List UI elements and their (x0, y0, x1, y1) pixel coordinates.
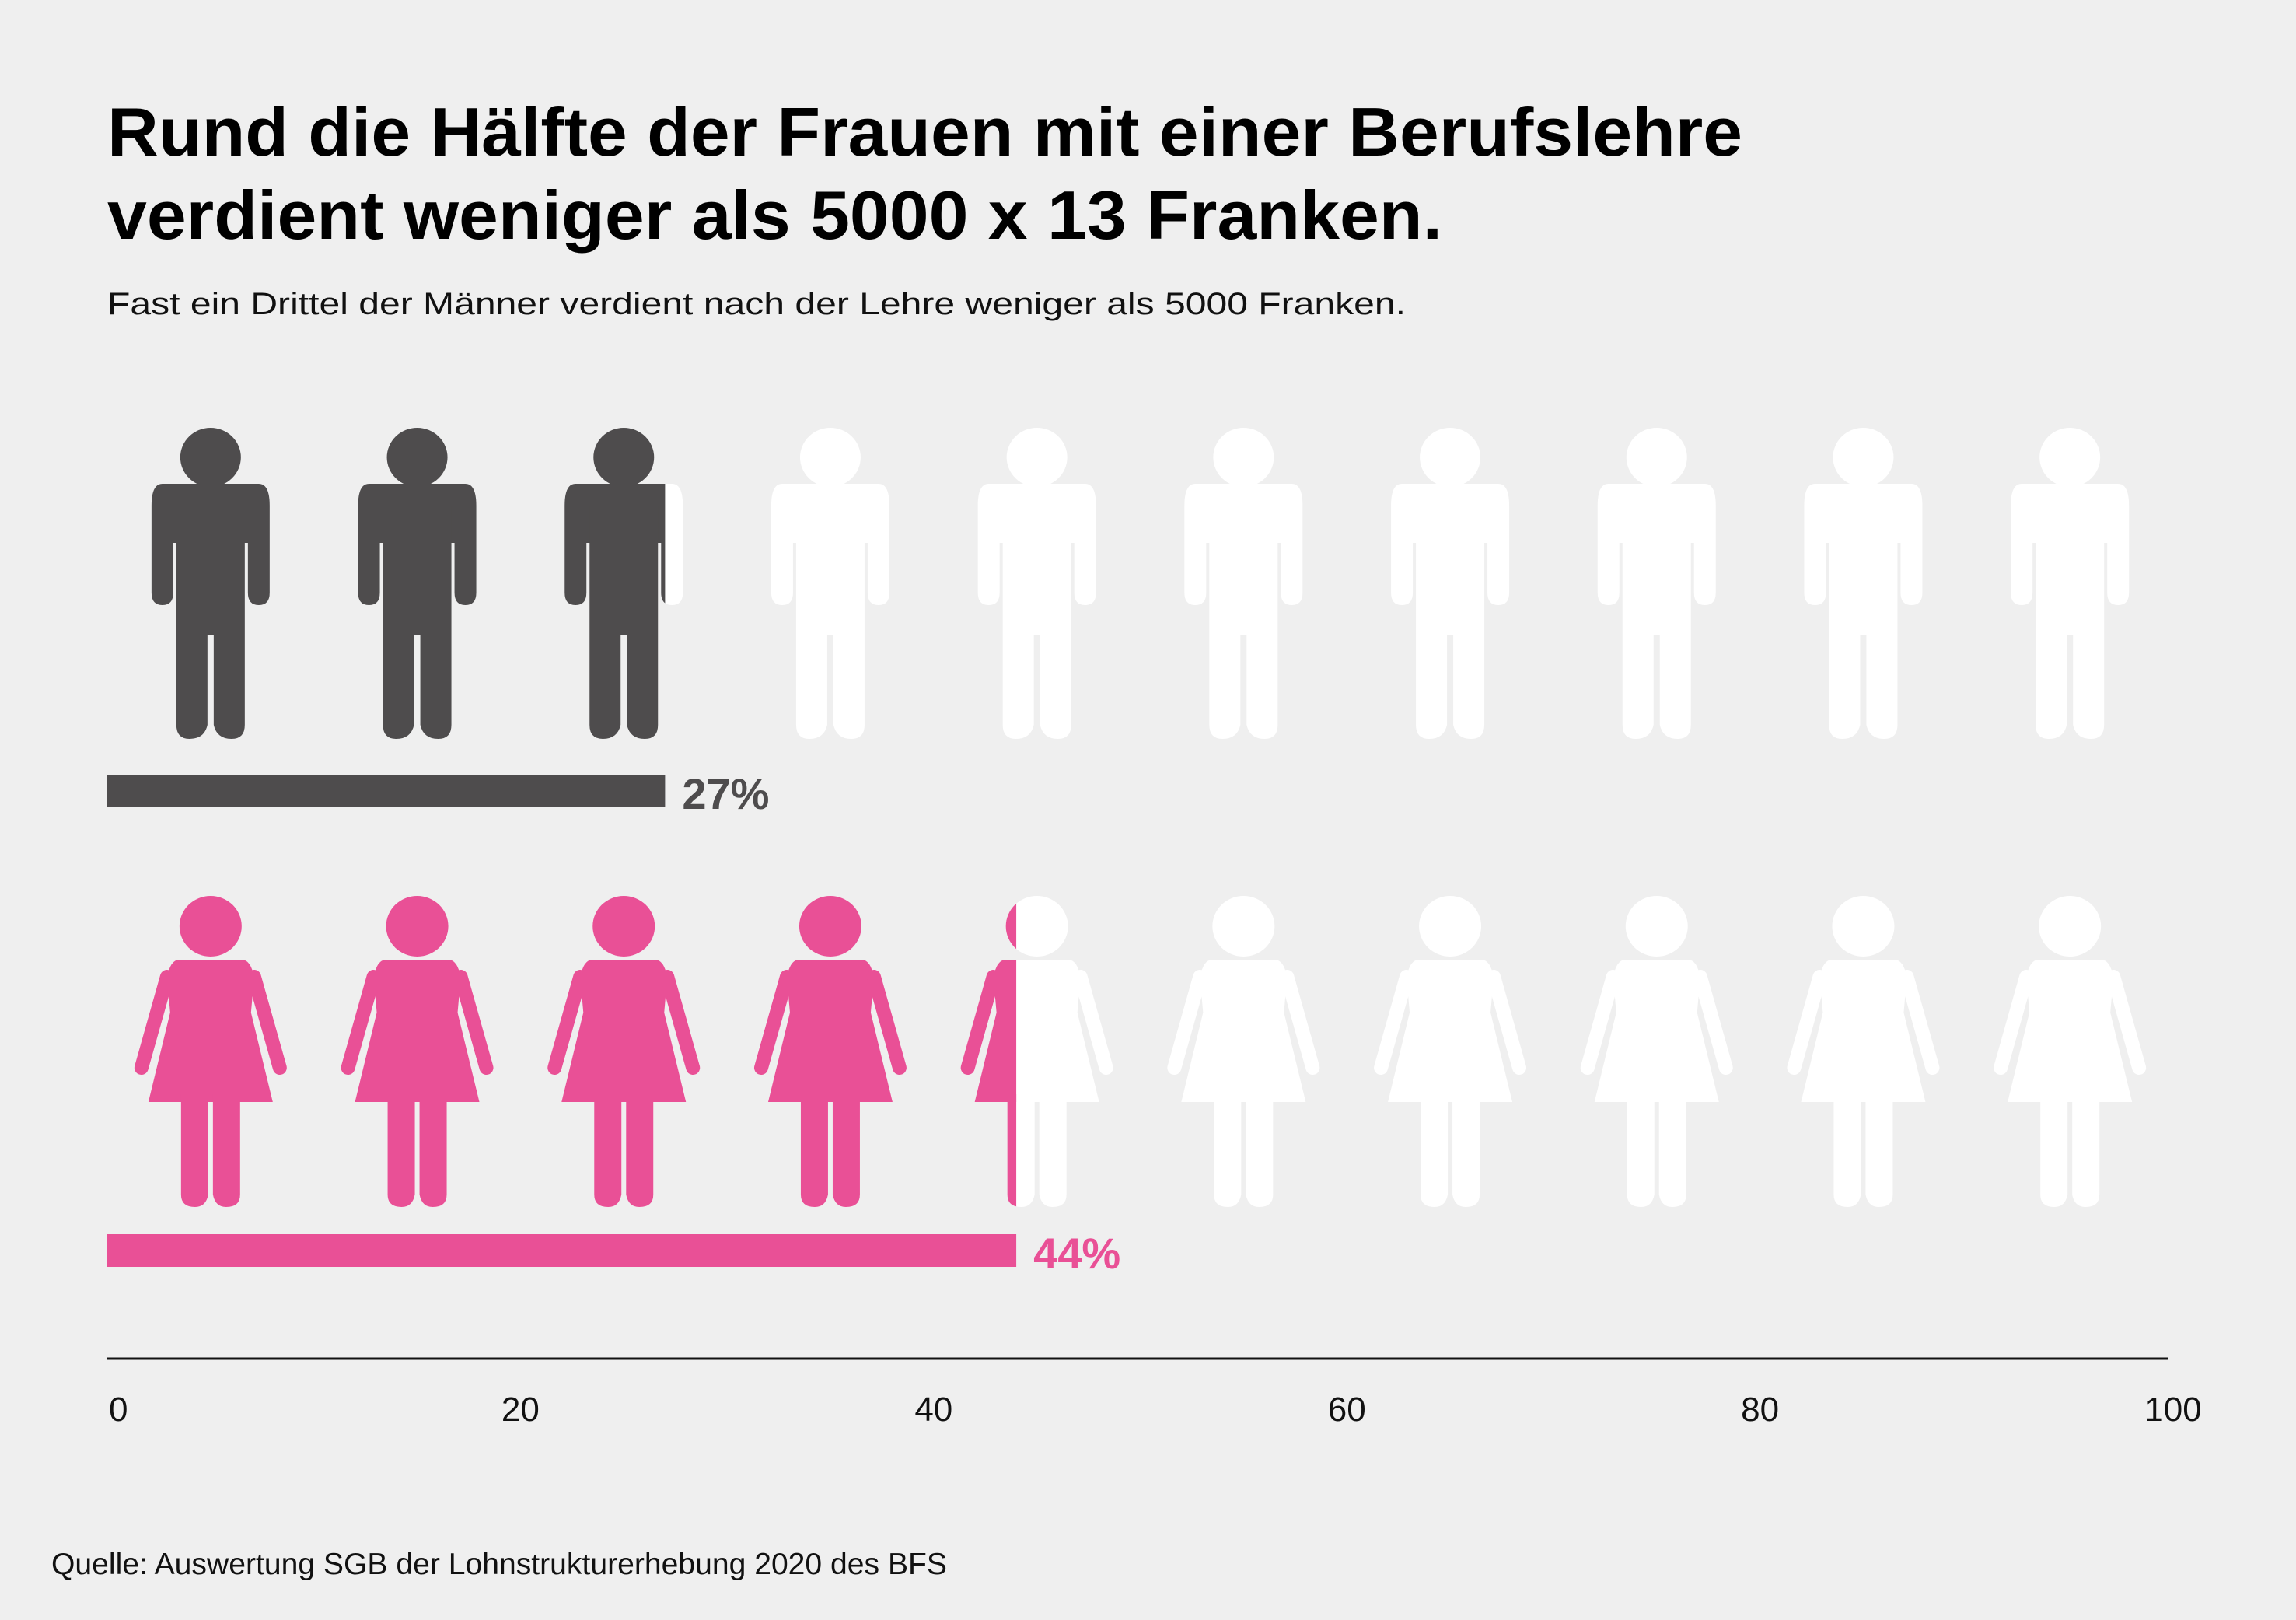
woman-icon (1580, 896, 1733, 1207)
woman-icon-filled (753, 896, 907, 1207)
man-icon (564, 428, 683, 739)
man-icon (151, 428, 270, 739)
man-icon (1597, 428, 1716, 739)
woman-icon-filled (341, 896, 494, 1207)
man-icon (1804, 428, 1923, 739)
woman-icon (341, 896, 494, 1207)
woman-icon (1374, 896, 1527, 1207)
x-tick-label: 20 (501, 1391, 540, 1429)
woman-icon-filled (134, 896, 287, 1207)
man-icon-filled (151, 428, 270, 739)
x-tick-label: 80 (1741, 1391, 1779, 1429)
woman-icon (960, 896, 1113, 1207)
man-icon-filled (564, 428, 666, 739)
woman-icon (1787, 896, 1940, 1207)
woman-icon (134, 896, 287, 1207)
source-note: Quelle: Auswertung SGB der Lohnstrukture… (51, 1548, 947, 1581)
bars: 27% 44% (107, 769, 1120, 1278)
woman-icon-filled (547, 896, 701, 1207)
man-icon (771, 428, 889, 739)
title-line-1: Rund die Hälfte der Frauen mit einer Ber… (107, 93, 1742, 170)
x-tick-label: 40 (914, 1391, 952, 1429)
title-line-2: verdient weniger als 5000 x 13 Franken. (107, 177, 1442, 254)
man-icon (358, 428, 477, 739)
man-icon (977, 428, 1096, 739)
x-axis-ticks: 0 20 40 60 80 100 (109, 1391, 2202, 1429)
x-tick-label: 100 (2144, 1391, 2201, 1429)
x-tick-label: 0 (109, 1391, 128, 1429)
man-icon (1184, 428, 1303, 739)
data-label-men: 27% (682, 769, 769, 818)
man-icon (1391, 428, 1510, 739)
man-icon (2011, 428, 2130, 739)
woman-icon (1994, 896, 2147, 1207)
woman-icon-filled (960, 903, 1017, 1207)
bar-women (107, 1234, 1017, 1267)
women-icon-row (134, 896, 2147, 1207)
subtitle: Fast ein Drittel der Männer verdient nac… (107, 287, 1406, 321)
woman-icon (753, 896, 907, 1207)
woman-icon (1167, 896, 1320, 1207)
bar-men (107, 775, 666, 807)
man-icon-filled (358, 428, 477, 739)
x-tick-label: 60 (1328, 1391, 1366, 1429)
men-icon-row (151, 428, 2130, 739)
woman-icon (547, 896, 701, 1207)
data-label-women: 44% (1033, 1229, 1120, 1278)
